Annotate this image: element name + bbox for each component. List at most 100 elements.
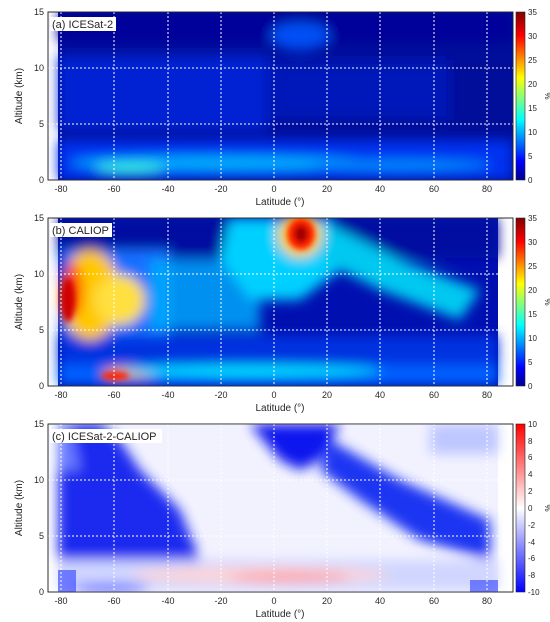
svg-text:80: 80	[482, 596, 492, 606]
panel-c-colorbar-label: %	[543, 504, 550, 511]
panel-a-colorbar: 0 5 10 15 20 25 30 35 %	[515, 8, 550, 185]
panel-a-label-box	[50, 17, 116, 31]
svg-text:20: 20	[528, 80, 537, 89]
svg-text:-60: -60	[107, 596, 120, 606]
svg-text:40: 40	[375, 596, 385, 606]
svg-text:30: 30	[528, 238, 537, 247]
svg-text:20: 20	[322, 596, 332, 606]
svg-text:6: 6	[528, 453, 533, 462]
svg-text:15: 15	[34, 213, 44, 223]
svg-text:25: 25	[528, 262, 537, 271]
svg-text:35: 35	[528, 8, 537, 17]
panel-c: (c) ICESat-2-CALIOP 0 5 10 15 -80 -60 -4…	[14, 419, 550, 620]
svg-text:40: 40	[375, 390, 385, 400]
panel-b-xticks: -80 -60 -40 -20 0 20 40 60 80	[54, 390, 492, 400]
panel-a-colorbar-label: %	[543, 92, 550, 99]
svg-text:0: 0	[39, 175, 44, 185]
svg-text:10: 10	[528, 420, 537, 429]
svg-text:15: 15	[528, 310, 537, 319]
svg-text:0: 0	[528, 382, 533, 391]
svg-text:-4: -4	[528, 538, 536, 547]
svg-text:0: 0	[528, 504, 533, 513]
svg-text:25: 25	[528, 56, 537, 65]
svg-text:80: 80	[482, 390, 492, 400]
svg-text:5: 5	[39, 531, 44, 541]
panel-c-label-box	[50, 429, 162, 443]
panel-b-grid	[48, 218, 513, 386]
svg-text:0: 0	[39, 587, 44, 597]
panel-b-colorbar: 0 5 10 15 20 25 30 35 %	[515, 214, 550, 391]
svg-text:10: 10	[528, 128, 537, 137]
panel-c-yticks: 0 5 10 15	[34, 419, 44, 597]
panel-c-heatmap	[58, 424, 498, 592]
svg-text:20: 20	[528, 286, 537, 295]
svg-text:40: 40	[375, 184, 385, 194]
panel-b-heatmap	[58, 218, 498, 386]
panel-b-label: (b) CALIOP	[52, 225, 109, 237]
svg-text:0: 0	[271, 390, 276, 400]
svg-text:0: 0	[271, 184, 276, 194]
svg-text:-80: -80	[54, 390, 67, 400]
svg-text:-10: -10	[528, 588, 540, 597]
svg-text:2: 2	[528, 487, 533, 496]
svg-text:-40: -40	[161, 184, 174, 194]
svg-text:60: 60	[429, 184, 439, 194]
svg-text:-40: -40	[161, 390, 174, 400]
svg-text:35: 35	[528, 214, 537, 223]
panel-a-heatmap	[58, 12, 513, 180]
panel-a-label: (a) ICESat-2	[52, 19, 113, 31]
panel-a-xlabel: Latitude (°)	[255, 197, 304, 208]
panel-a-grid	[48, 12, 513, 180]
svg-text:5: 5	[528, 358, 533, 367]
panel-c-xticks: -80 -60 -40 -20 0 20 40 60 80	[54, 596, 492, 606]
svg-text:-20: -20	[214, 596, 227, 606]
svg-text:15: 15	[34, 419, 44, 429]
svg-text:15: 15	[528, 104, 537, 113]
svg-text:0: 0	[271, 596, 276, 606]
svg-text:10: 10	[34, 475, 44, 485]
svg-text:-40: -40	[161, 596, 174, 606]
panel-c-grid	[48, 424, 513, 592]
svg-text:-20: -20	[214, 184, 227, 194]
svg-text:15: 15	[34, 7, 44, 17]
svg-text:-60: -60	[107, 184, 120, 194]
panel-c-xlabel: Latitude (°)	[255, 609, 304, 620]
panel-b: (b) CALIOP 0 5 10 15 -80 -60 -40 -20 0 2…	[14, 213, 550, 414]
svg-text:60: 60	[429, 596, 439, 606]
svg-text:5: 5	[39, 325, 44, 335]
svg-text:8: 8	[528, 437, 533, 446]
panel-c-colorbar: -10 -8 -6 -4 -2 0 2 4 6 8 10 %	[515, 420, 550, 597]
panel-c-label: (c) ICESat-2-CALIOP	[52, 431, 157, 443]
svg-text:5: 5	[528, 152, 533, 161]
svg-text:20: 20	[322, 390, 332, 400]
panel-b-yticks: 0 5 10 15	[34, 213, 44, 391]
panel-a-xticks: -80 -60 -40 -20 0 20 40 60 80	[54, 184, 492, 194]
svg-text:-8: -8	[528, 571, 536, 580]
panel-b-ylabel: Altitude (km)	[14, 274, 25, 330]
svg-text:10: 10	[34, 63, 44, 73]
svg-text:60: 60	[429, 390, 439, 400]
svg-text:0: 0	[528, 176, 533, 185]
svg-text:-60: -60	[107, 390, 120, 400]
svg-text:80: 80	[482, 184, 492, 194]
panel-b-colorbar-label: %	[543, 298, 550, 305]
svg-text:-80: -80	[54, 184, 67, 194]
svg-text:5: 5	[39, 119, 44, 129]
svg-text:-80: -80	[54, 596, 67, 606]
panel-c-ylabel: Altitude (km)	[14, 480, 25, 536]
panel-a-yticks: 0 5 10 15	[34, 7, 44, 185]
panel-b-xlabel: Latitude (°)	[255, 403, 304, 414]
svg-text:10: 10	[528, 334, 537, 343]
panel-a: (a) ICESat-2 0 5 10 15 -80 -60 -40 -20 0…	[14, 7, 550, 208]
panel-b-label-box	[50, 223, 112, 237]
svg-text:-2: -2	[528, 521, 536, 530]
svg-text:-20: -20	[214, 390, 227, 400]
panel-a-ylabel: Altitude (km)	[14, 68, 25, 124]
svg-text:10: 10	[34, 269, 44, 279]
svg-text:30: 30	[528, 32, 537, 41]
svg-text:4: 4	[528, 470, 533, 479]
svg-text:-6: -6	[528, 554, 536, 563]
svg-text:0: 0	[39, 381, 44, 391]
svg-text:20: 20	[322, 184, 332, 194]
